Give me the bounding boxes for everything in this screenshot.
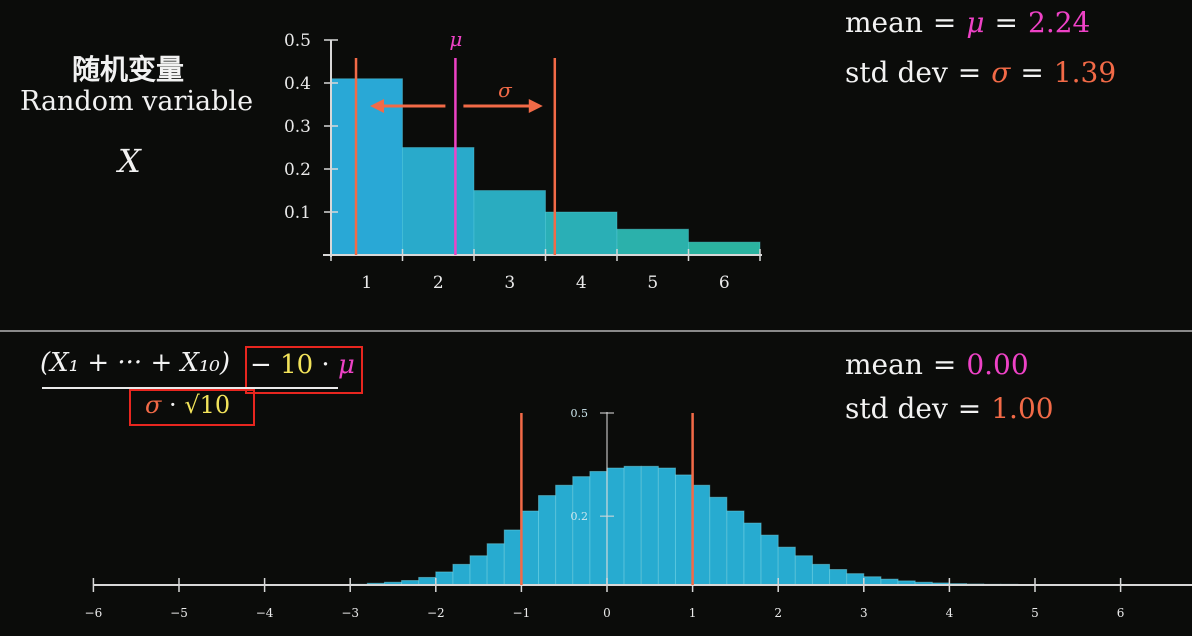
random-variable-title-cn: 随机变量 (72, 53, 185, 86)
top-std-symbol: σ (991, 56, 1011, 89)
bin-12 (555, 484, 574, 586)
x-tick-label-6: 6 (719, 273, 730, 293)
x-tick-label-9: 3 (860, 606, 868, 620)
y-tick-label-0.2: 0.2 (571, 510, 589, 523)
bin-8 (486, 543, 505, 586)
bottom-std-label: std dev (845, 392, 948, 425)
bin-29 (846, 573, 865, 586)
x-tick-label-4: −2 (427, 606, 445, 620)
x-tick-label-4: 4 (576, 273, 587, 293)
bottom-std-readout: std dev = 1.00 (845, 392, 1054, 425)
x-tick-label-3: 3 (504, 273, 515, 293)
y-tick-label-0.1: 0.1 (284, 203, 311, 223)
top-std-label: std dev (845, 56, 948, 89)
x-tick-label-8: 2 (774, 606, 782, 620)
std-arrow-right-head (528, 99, 543, 113)
bar-3 (473, 190, 546, 256)
top-std-value: 1.39 (1053, 56, 1117, 89)
bin-24 (760, 534, 779, 586)
bin-10 (520, 510, 540, 586)
top-mean-label: mean (845, 6, 923, 39)
x-tick-label-5: −1 (513, 606, 531, 620)
y-tick-label-0.2: 0.2 (284, 160, 311, 180)
std-arrow-left-head (370, 99, 385, 113)
random-variable-symbol: X (118, 142, 141, 180)
x-tick-label-10: 4 (946, 606, 954, 620)
random-variable-title-en: Random variable (20, 86, 254, 117)
section-divider (0, 330, 1192, 332)
top-mean-value: 2.24 (1028, 6, 1091, 39)
formula-dot-2: · (169, 391, 177, 419)
bottom-std-value: 1.00 (991, 392, 1054, 425)
standardization-formula-numerator: (X₁ + ··· + X₁₀) (40, 348, 230, 378)
bin-15 (606, 467, 625, 586)
bin-18 (657, 467, 676, 586)
bin-23 (743, 522, 762, 586)
formula-subtract-term: − 10 · μ (250, 350, 355, 380)
bar-6 (688, 241, 761, 256)
bin-13 (572, 476, 591, 586)
bottom-mean-label: mean (845, 348, 923, 381)
formula-sum-term: (X₁ + ··· + X₁₀) (40, 348, 230, 378)
y-tick-label-0.4: 0.4 (284, 74, 311, 94)
x-tick-label-11: 5 (1031, 606, 1039, 620)
bin-19 (674, 474, 694, 586)
bottom-mean-value: 0.00 (966, 348, 1029, 381)
top-std-readout: std dev = σ = 1.39 (845, 56, 1117, 89)
formula-subtract-box (245, 346, 363, 394)
y-tick-label-0.3: 0.3 (284, 117, 311, 137)
top-mean-symbol: μ (966, 6, 985, 39)
bin-17 (640, 465, 659, 586)
x-tick-label-0: −6 (85, 606, 103, 620)
bin-30 (863, 576, 882, 586)
bar-4 (545, 211, 618, 256)
formula-dot: · (321, 350, 330, 380)
bin-25 (777, 546, 796, 586)
bottom-mean-readout: mean = 0.00 (845, 348, 1029, 381)
formula-sqrt-ten: √10 (184, 391, 231, 419)
x-tick-label-1: −5 (170, 606, 188, 620)
x-tick-label-6: 0 (603, 606, 611, 620)
formula-mu: μ (337, 350, 355, 380)
x-tick-label-7: 1 (689, 606, 697, 620)
bin-9 (503, 529, 522, 586)
formula-sigma: σ (145, 391, 162, 419)
bin-4 (418, 576, 437, 586)
formula-divide-box (129, 389, 255, 426)
top-histogram: 0.1 0.2 0.3 0.4 0.5 1 2 3 4 5 6 μ σ (284, 27, 762, 293)
mean-annotation: μ (449, 27, 462, 51)
x-tick-label-5: 5 (647, 273, 658, 293)
fraction-bar (42, 387, 338, 389)
bottom-histogram: 0.2 0.5 −6 −5 −4 −3 −2 −1 0 1 2 3 4 5 6 (85, 407, 1192, 620)
x-tick-label-3: −3 (341, 606, 359, 620)
bin-22 (726, 510, 745, 586)
formula-ten: 10 (280, 350, 314, 380)
bin-26 (794, 555, 813, 586)
bin-20 (692, 484, 711, 586)
bin-11 (538, 495, 557, 586)
bin-7 (469, 555, 488, 586)
x-tick-label-12: 6 (1117, 606, 1125, 620)
bin-28 (829, 569, 848, 586)
x-tick-label-2: 2 (433, 273, 444, 293)
formula-minus: − (250, 350, 272, 380)
bin-16 (623, 465, 642, 586)
bin-14 (589, 470, 608, 586)
bin-5 (435, 571, 454, 586)
bin-27 (811, 563, 831, 586)
x-tick-label-1: 1 (361, 273, 372, 293)
std-annotation: σ (498, 78, 513, 102)
bin-6 (452, 563, 471, 586)
top-mean-readout: mean = μ = 2.24 (845, 6, 1091, 39)
bar-2 (402, 147, 475, 256)
y-tick-label-0.5: 0.5 (284, 31, 311, 51)
x-tick-label-2: −4 (256, 606, 274, 620)
bar-5 (616, 228, 689, 256)
bin-21 (709, 496, 728, 586)
formula-denominator: σ · √10 (145, 391, 230, 419)
y-tick-label-0.5: 0.5 (571, 407, 589, 420)
